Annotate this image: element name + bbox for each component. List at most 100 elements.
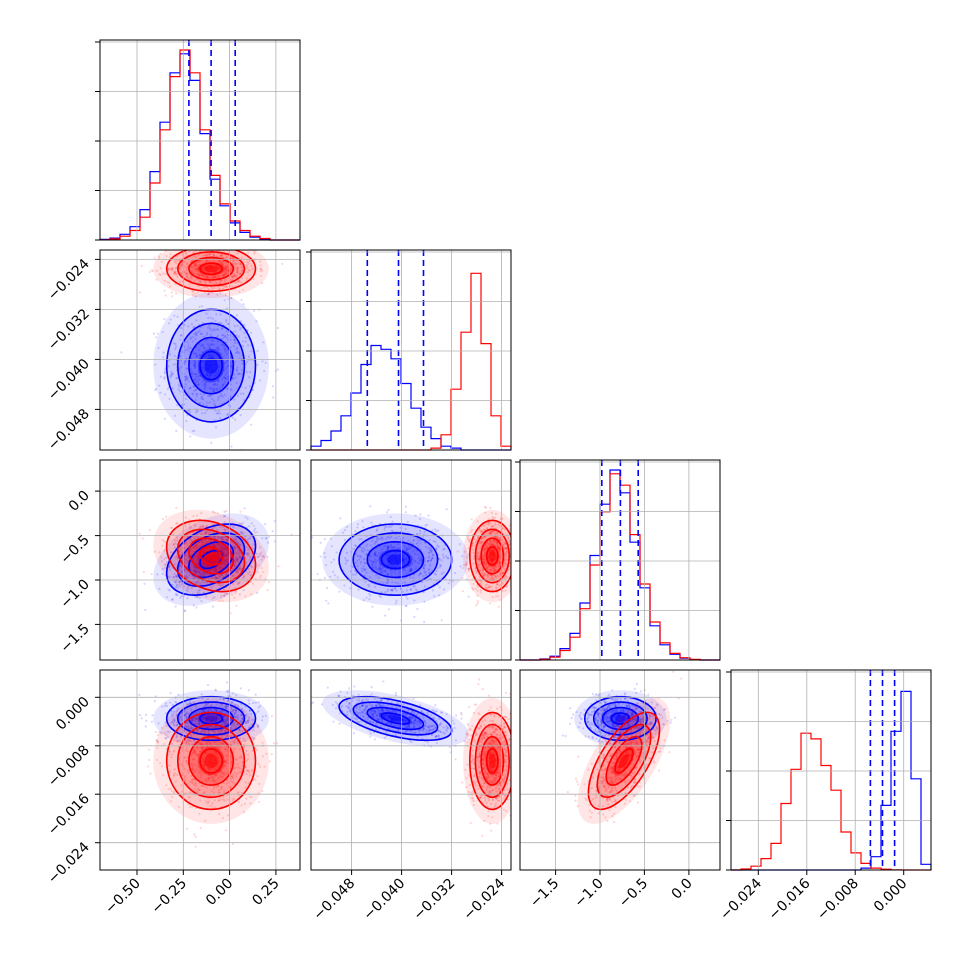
scatter-point xyxy=(212,510,215,513)
scatter-point xyxy=(235,368,238,371)
scatter-point xyxy=(191,720,194,723)
scatter-point xyxy=(192,290,195,293)
scatter-point xyxy=(225,721,228,724)
scatter-point xyxy=(415,533,418,536)
scatter-point xyxy=(207,292,210,295)
scatter-point xyxy=(206,260,209,263)
scatter-point xyxy=(513,570,515,572)
scatter-point xyxy=(223,348,226,351)
scatter-point xyxy=(209,709,213,712)
scatter-point xyxy=(423,530,426,533)
scatter-point xyxy=(230,569,233,572)
scatter-point xyxy=(205,703,208,707)
scatter-point xyxy=(190,587,193,590)
scatter-point xyxy=(197,563,200,566)
scatter-point xyxy=(175,345,178,348)
scatter-point xyxy=(492,524,495,527)
scatter-point xyxy=(496,582,499,585)
scatter-point xyxy=(253,309,256,312)
scatter-point xyxy=(475,569,478,573)
scatter-point xyxy=(257,725,260,728)
scatter-point xyxy=(194,264,197,267)
scatter-point xyxy=(208,354,211,357)
scatter-point xyxy=(203,383,206,386)
scatter-point xyxy=(180,582,184,586)
scatter-point xyxy=(225,548,228,552)
scatter-point xyxy=(173,342,176,345)
scatter-point xyxy=(198,545,201,548)
scatter-point xyxy=(191,290,194,293)
scatter-point xyxy=(259,553,262,556)
scatter-point xyxy=(362,546,365,550)
scatter-point xyxy=(185,571,188,574)
scatter-point xyxy=(180,334,183,337)
scatter-point xyxy=(253,252,256,255)
scatter-point xyxy=(196,591,199,595)
scatter-point xyxy=(222,273,225,276)
scatter-point xyxy=(212,253,215,256)
scatter-point xyxy=(223,547,226,550)
scatter-point xyxy=(214,567,217,570)
scatter-point xyxy=(483,574,486,577)
scatter-point xyxy=(214,725,217,728)
scatter-point xyxy=(395,537,398,540)
scatter-point xyxy=(205,541,208,545)
scatter-point xyxy=(175,593,178,596)
scatter-point xyxy=(192,352,195,355)
scatter-point xyxy=(255,320,258,323)
scatter-point xyxy=(172,750,175,753)
scatter-point xyxy=(229,383,233,386)
scatter-point xyxy=(498,563,501,566)
scatter-point xyxy=(173,710,176,713)
scatter-point xyxy=(217,730,220,733)
scatter-point xyxy=(223,588,226,591)
scatter-point xyxy=(172,718,175,721)
scatter-point xyxy=(247,262,250,265)
scatter-point xyxy=(240,708,243,711)
scatter-point xyxy=(262,341,265,344)
scatter-point xyxy=(188,278,191,281)
scatter-point xyxy=(482,560,485,564)
scatter-point xyxy=(495,540,498,543)
scatter-point xyxy=(140,264,143,268)
scatter-point xyxy=(507,536,510,539)
scatter-point xyxy=(433,572,436,575)
scatter-point xyxy=(215,282,218,285)
scatter-point xyxy=(490,560,493,564)
scatter-point xyxy=(235,274,239,277)
scatter-point xyxy=(488,521,491,525)
scatter-point xyxy=(240,707,243,711)
scatter-point xyxy=(239,281,242,284)
scatter-point xyxy=(193,569,196,572)
scatter-point xyxy=(224,554,227,557)
scatter-point xyxy=(402,549,405,552)
scatter-point xyxy=(226,323,229,326)
scatter-point xyxy=(190,276,193,279)
scatter-point xyxy=(224,270,227,273)
scatter-point xyxy=(429,559,432,562)
scatter-point xyxy=(200,784,203,787)
scatter-point xyxy=(376,537,379,540)
scatter-point xyxy=(222,552,225,555)
scatter-point xyxy=(261,269,264,272)
scatter-point xyxy=(240,372,244,376)
scatter-point xyxy=(218,387,221,390)
scatter-point xyxy=(205,252,208,256)
scatter-point xyxy=(186,703,189,707)
scatter-point xyxy=(354,530,357,533)
scatter-point xyxy=(491,516,494,519)
scatter-point xyxy=(223,715,226,718)
scatter-point xyxy=(434,540,437,544)
scatter-point xyxy=(236,582,239,586)
scatter-point xyxy=(503,565,506,568)
scatter-point xyxy=(276,326,279,330)
scatter-point xyxy=(183,714,186,717)
scatter-point xyxy=(234,711,238,714)
scatter-point xyxy=(229,612,232,615)
scatter-point xyxy=(365,571,368,574)
scatter-point xyxy=(369,555,372,558)
scatter-point xyxy=(183,609,186,612)
scatter-point xyxy=(474,544,477,547)
scatter-point xyxy=(210,281,213,285)
scatter-point xyxy=(195,333,198,336)
